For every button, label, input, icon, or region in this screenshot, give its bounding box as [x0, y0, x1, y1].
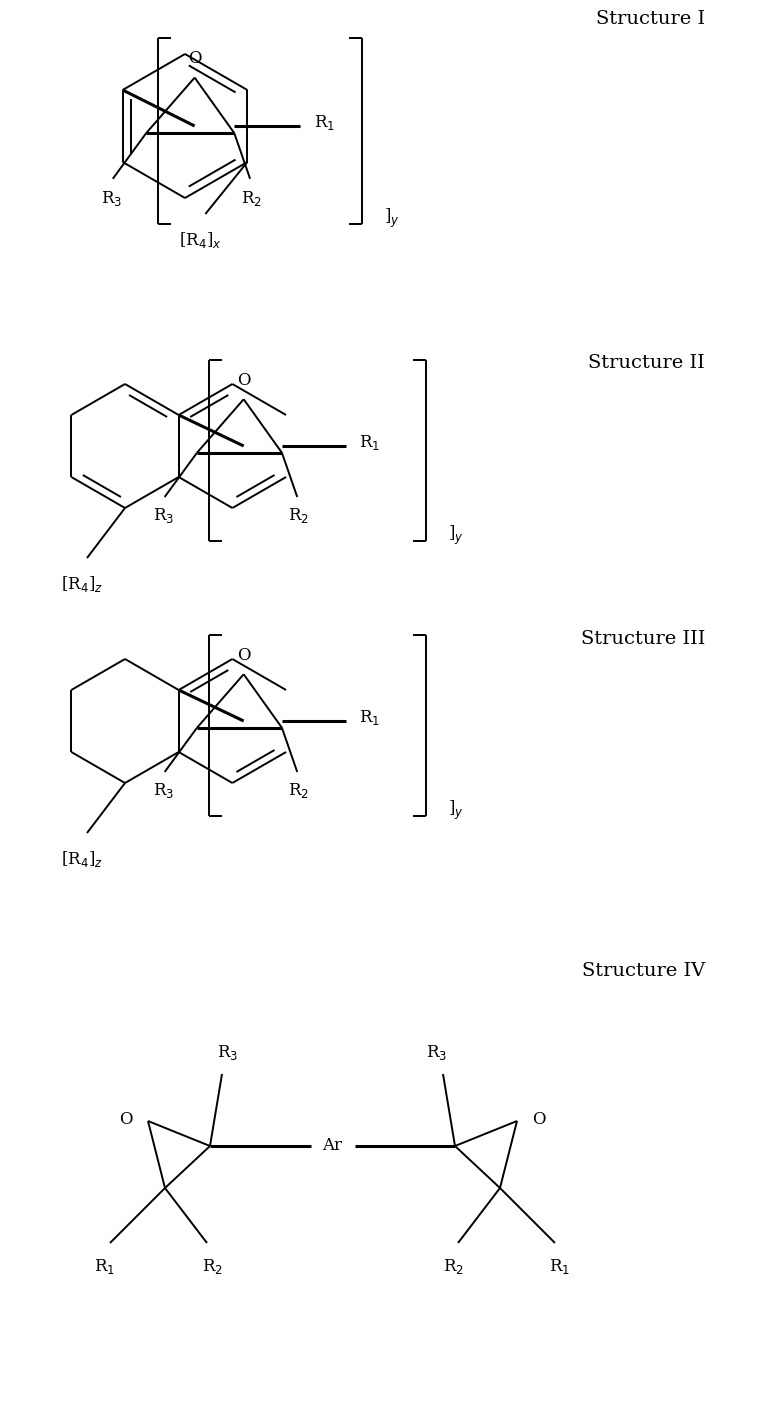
Text: [R$_4$]$_z$: [R$_4$]$_z$: [61, 849, 103, 869]
Text: Structure II: Structure II: [588, 354, 705, 373]
Text: R$_3$: R$_3$: [153, 782, 174, 800]
Text: R$_2$: R$_2$: [201, 1258, 222, 1276]
Text: R$_3$: R$_3$: [218, 1042, 239, 1062]
Text: R$_3$: R$_3$: [101, 189, 123, 207]
Text: O: O: [532, 1111, 545, 1128]
Text: O: O: [119, 1111, 133, 1128]
Text: O: O: [188, 50, 201, 67]
Text: ]$_y$: ]$_y$: [385, 206, 400, 230]
Text: R$_1$: R$_1$: [359, 433, 380, 453]
Text: R$_1$: R$_1$: [315, 113, 336, 132]
Text: O: O: [237, 647, 250, 664]
Text: Structure III: Structure III: [580, 630, 705, 649]
Text: R$_3$: R$_3$: [153, 506, 174, 525]
Text: R$_1$: R$_1$: [359, 708, 380, 727]
Text: R$_3$: R$_3$: [427, 1042, 448, 1062]
Text: ]$_y$: ]$_y$: [448, 799, 463, 821]
Text: R$_2$: R$_2$: [287, 782, 308, 800]
Text: R$_2$: R$_2$: [443, 1258, 463, 1276]
Text: O: O: [237, 373, 250, 389]
Text: R$_1$: R$_1$: [95, 1258, 116, 1276]
Text: R$_1$: R$_1$: [549, 1258, 570, 1276]
Text: Structure IV: Structure IV: [582, 962, 705, 981]
Text: [R$_4$]$_x$: [R$_4$]$_x$: [179, 230, 221, 249]
Text: [R$_4$]$_z$: [R$_4$]$_z$: [61, 574, 103, 594]
Text: R$_2$: R$_2$: [287, 506, 308, 525]
Text: ]$_y$: ]$_y$: [448, 524, 463, 546]
Text: R$_2$: R$_2$: [241, 189, 262, 207]
Text: Ar: Ar: [322, 1138, 343, 1154]
Text: Structure I: Structure I: [596, 10, 705, 28]
